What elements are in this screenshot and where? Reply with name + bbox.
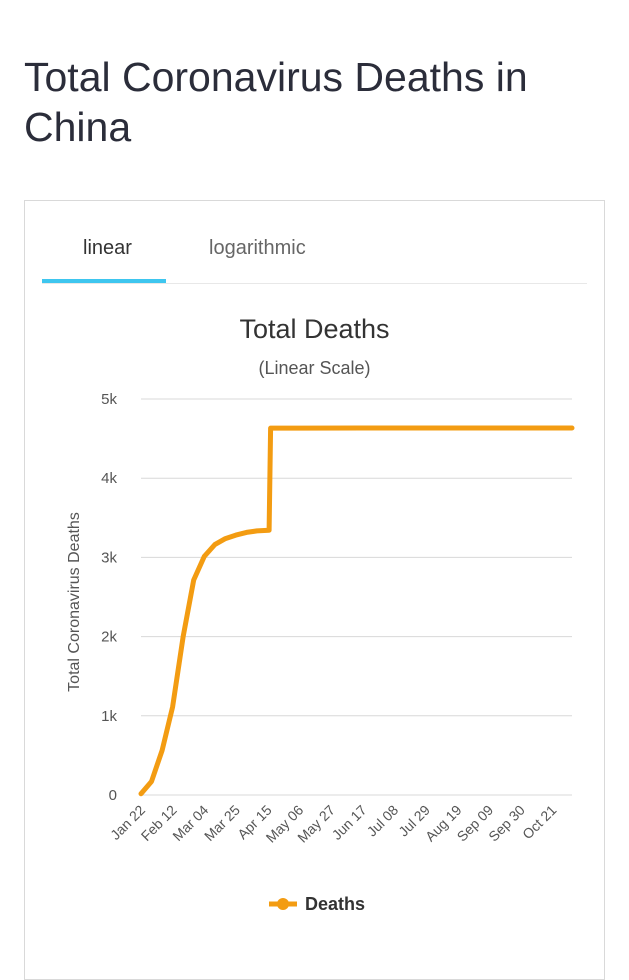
legend-label: Deaths bbox=[305, 894, 365, 914]
y-tick-label: 2k bbox=[101, 629, 117, 646]
page-title: Total Coronavirus Deaths in China bbox=[24, 54, 528, 150]
chart-subtitle: (Linear Scale) bbox=[258, 358, 371, 378]
y-axis-label: Total Coronavirus Deaths bbox=[66, 512, 83, 692]
x-tick-label: Oct 21 bbox=[519, 802, 560, 843]
y-tick-label: 0 bbox=[109, 787, 117, 804]
x-tick-label: Sep 30 bbox=[485, 802, 528, 845]
tab-linear[interactable]: linear bbox=[83, 237, 132, 259]
y-tick-label: 5k bbox=[101, 391, 117, 408]
x-tick-label: Jul 08 bbox=[364, 802, 402, 840]
chart-title: Total Deaths bbox=[239, 314, 390, 344]
legend-marker bbox=[277, 898, 289, 910]
tab-logarithmic[interactable]: logarithmic bbox=[209, 237, 306, 259]
active-tab-indicator bbox=[42, 279, 166, 283]
y-tick-label: 3k bbox=[101, 549, 117, 566]
chart-card: linear logarithmic Total Deaths (Linear … bbox=[24, 200, 605, 980]
scale-tabs: linear logarithmic bbox=[42, 201, 587, 284]
series-line-deaths bbox=[138, 425, 575, 797]
y-tick-label: 4k bbox=[101, 470, 117, 487]
y-tick-label: 1k bbox=[101, 708, 117, 725]
x-tick-label: Jun 17 bbox=[329, 802, 370, 843]
x-tick-label: Mar 25 bbox=[201, 802, 243, 844]
